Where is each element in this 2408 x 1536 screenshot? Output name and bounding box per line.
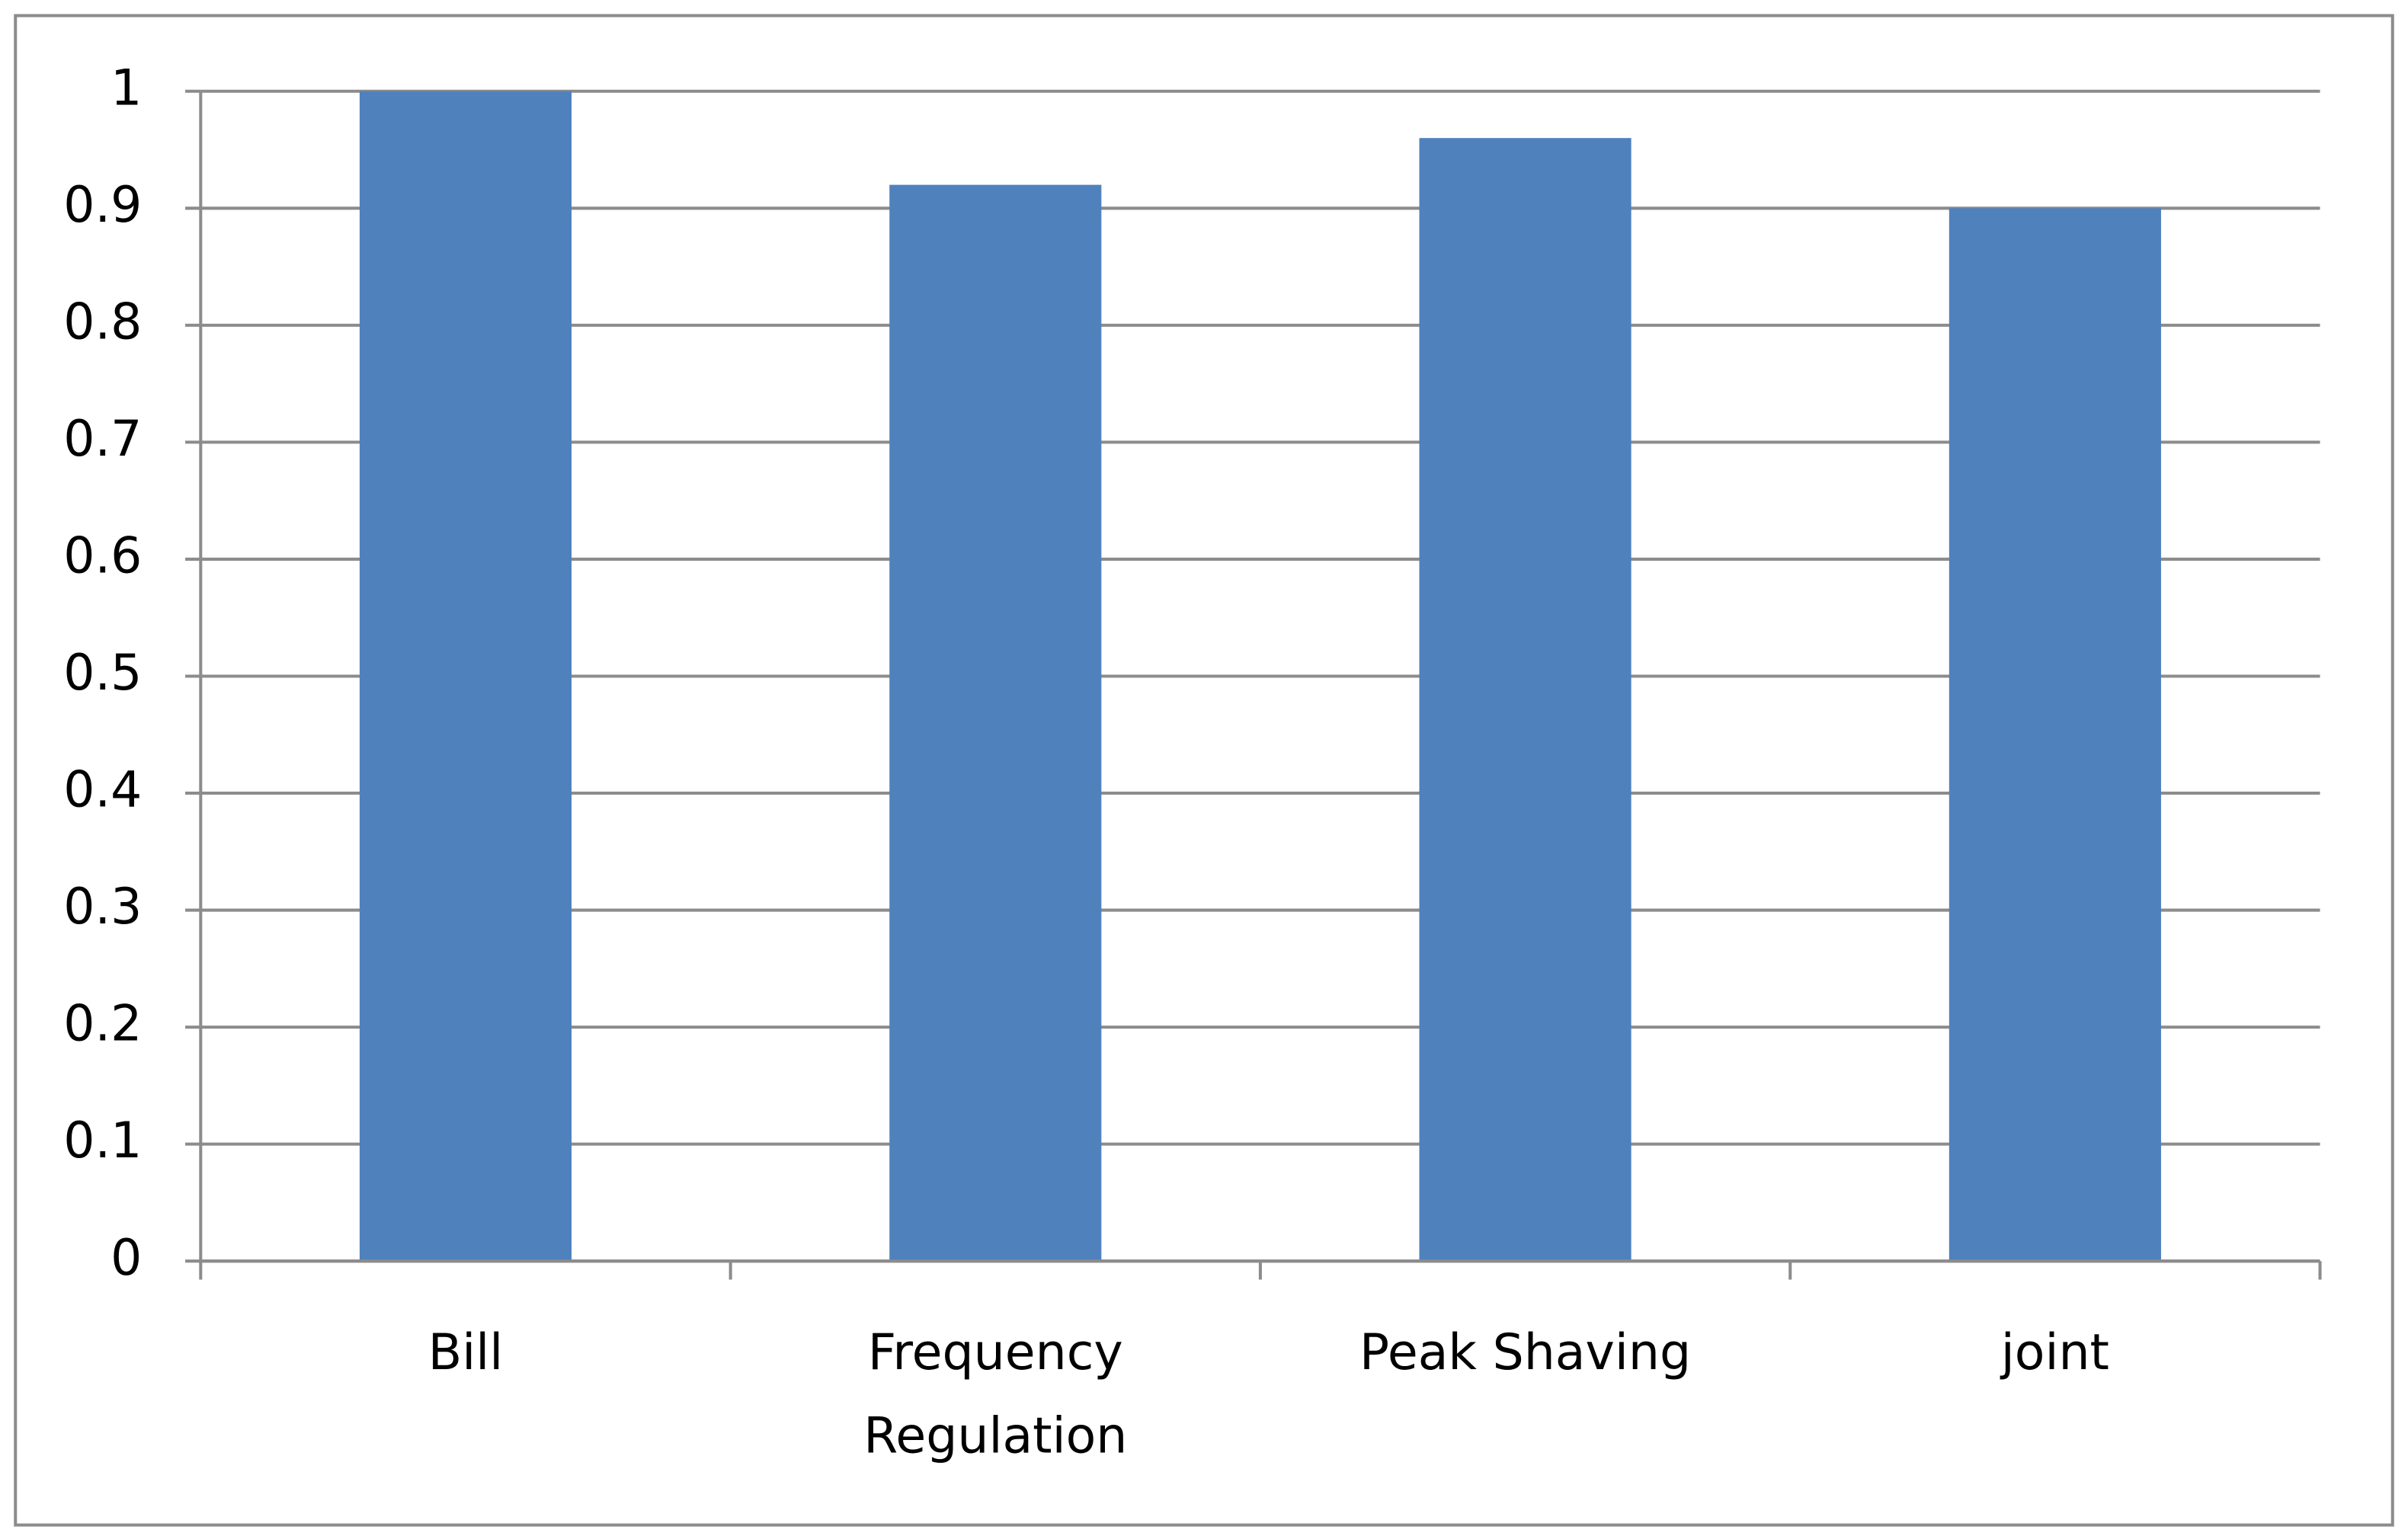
y-tick-label: 0.4 [63, 762, 142, 819]
bar [889, 184, 1102, 1262]
y-tick-label: 0.8 [63, 293, 142, 350]
x-tick-label: Peak Shaving [1359, 1323, 1692, 1382]
x-tick-label-box: Bill [427, 1323, 504, 1382]
y-tick-label: 0.9 [63, 177, 142, 234]
y-tick-label: 0.1 [63, 1112, 142, 1170]
x-tick-label: joint [2000, 1323, 2109, 1382]
x-tick-label-box: Frequency Regulation [863, 1323, 1128, 1465]
x-tick-label-box: joint [2000, 1323, 2109, 1382]
y-tick-label: 0.7 [63, 411, 142, 468]
y-tick-label: 0 [110, 1230, 142, 1287]
bar [359, 91, 572, 1262]
bar [1948, 208, 2161, 1262]
x-tick-label: Bill [427, 1323, 504, 1382]
y-tick-label: 0.5 [63, 645, 142, 702]
bar [1419, 138, 1631, 1262]
y-tick-label: 0.2 [63, 996, 142, 1053]
x-tick-label: Frequency Regulation [863, 1323, 1128, 1465]
y-tick-label: 0.3 [63, 878, 142, 936]
y-tick-label: 1 [110, 59, 142, 117]
y-tick-label: 0.6 [63, 528, 142, 585]
x-tick-label-box: Peak Shaving [1359, 1323, 1692, 1382]
